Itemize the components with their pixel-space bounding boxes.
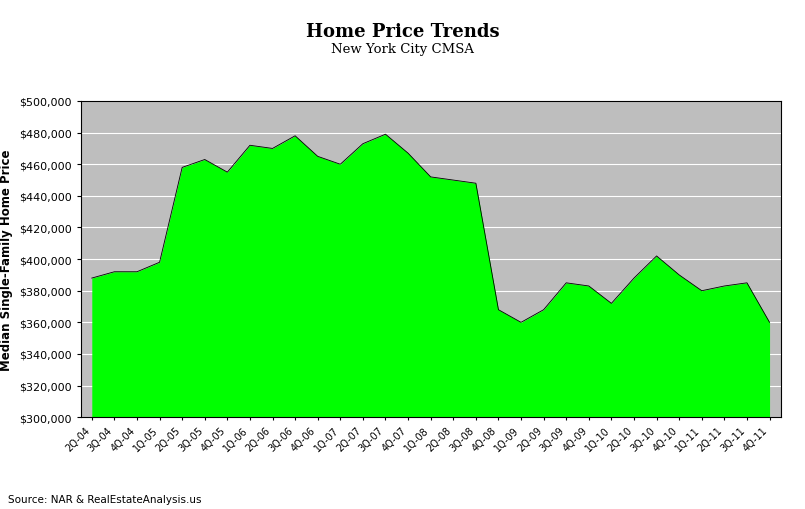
- Text: Home Price Trends: Home Price Trends: [306, 23, 499, 41]
- Text: New York City CMSA: New York City CMSA: [331, 43, 474, 56]
- Text: Source: NAR & RealEstateAnalysis.us: Source: NAR & RealEstateAnalysis.us: [8, 494, 201, 504]
- Y-axis label: Median Single-Family Home Price: Median Single-Family Home Price: [0, 149, 13, 370]
